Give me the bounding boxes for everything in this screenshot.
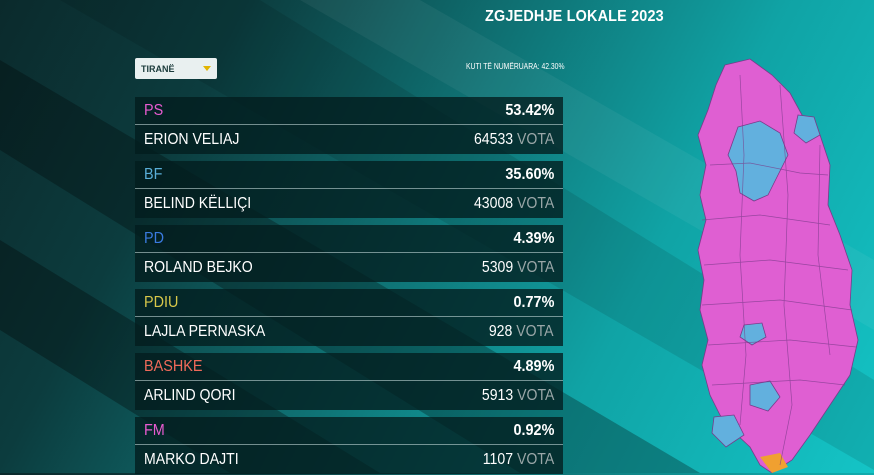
- candidate-card-bashke: BASHKE 4.89% ARLIND QORI 5913 VOTA: [135, 353, 563, 411]
- votes-label: VOTA: [516, 130, 554, 148]
- counted-boxes-status: KUTI TË NUMËRUARA: 42.30%: [466, 62, 565, 71]
- candidate-card-ps: PS 53.42% ERION VELIAJ 64533 VOTA: [135, 97, 563, 155]
- party-name: PDIU: [144, 293, 179, 311]
- candidate-name: ROLAND BEJKO: [144, 258, 253, 276]
- party-name: BF: [144, 165, 163, 183]
- candidate-name: ARLIND QORI: [144, 386, 236, 404]
- candidate-card-fm: FM 0.92% MARKO DAJTI 1107 VOTA: [135, 417, 563, 475]
- vote-percent: 4.89%: [513, 357, 554, 375]
- map-region-bf[interactable]: [793, 114, 821, 144]
- map-region-bf[interactable]: [739, 322, 767, 346]
- votes-label: VOTA: [516, 322, 554, 340]
- map-region-bf[interactable]: [711, 414, 745, 448]
- candidate-card-pdiu: PDIU 0.77% LAJLA PERNASKA 928 VOTA: [135, 289, 563, 347]
- albania-results-map-icon[interactable]: [680, 55, 874, 473]
- vote-count: 64533: [473, 130, 513, 148]
- vote-percent: 4.39%: [513, 229, 554, 247]
- map-municipality-borders: [701, 74, 857, 466]
- party-name: FM: [144, 421, 165, 439]
- map-region-other[interactable]: [760, 453, 788, 473]
- vote-count: 1107: [482, 450, 513, 468]
- party-name: BASHKE: [144, 357, 203, 375]
- municipality-select-value: TIRANË: [141, 63, 175, 74]
- candidate-name: BELIND KËLLIÇI: [144, 194, 252, 212]
- party-name: PD: [144, 229, 165, 247]
- votes-label: VOTA: [516, 258, 554, 276]
- municipality-select[interactable]: TIRANË: [135, 58, 217, 79]
- votes-label: VOTA: [516, 386, 554, 404]
- vote-percent: 53.42%: [505, 101, 554, 119]
- vote-percent: 35.60%: [505, 165, 554, 183]
- candidate-card-pd: PD 4.39% ROLAND BEJKO 5309 VOTA: [135, 225, 563, 283]
- candidate-name: MARKO DAJTI: [144, 450, 239, 468]
- candidate-card-bf: BF 35.60% BELIND KËLLIÇI 43008 VOTA: [135, 161, 563, 219]
- chevron-down-icon: [203, 66, 211, 71]
- vote-count: 928: [489, 322, 513, 340]
- votes-label: VOTA: [516, 194, 554, 212]
- vote-count: 5309: [481, 258, 513, 276]
- party-name: PS: [144, 101, 164, 119]
- vote-count: 43008: [473, 194, 513, 212]
- vote-percent: 0.77%: [513, 293, 554, 311]
- vote-percent: 0.92%: [513, 421, 554, 439]
- votes-label: VOTA: [516, 450, 554, 468]
- candidate-name: LAJLA PERNASKA: [144, 322, 266, 340]
- page-title: ZGJEDHJE LOKALE 2023: [485, 8, 664, 25]
- map-region-ps[interactable]: [697, 58, 859, 473]
- vote-count: 5913: [481, 386, 513, 404]
- candidate-name: ERION VELIAJ: [144, 130, 240, 148]
